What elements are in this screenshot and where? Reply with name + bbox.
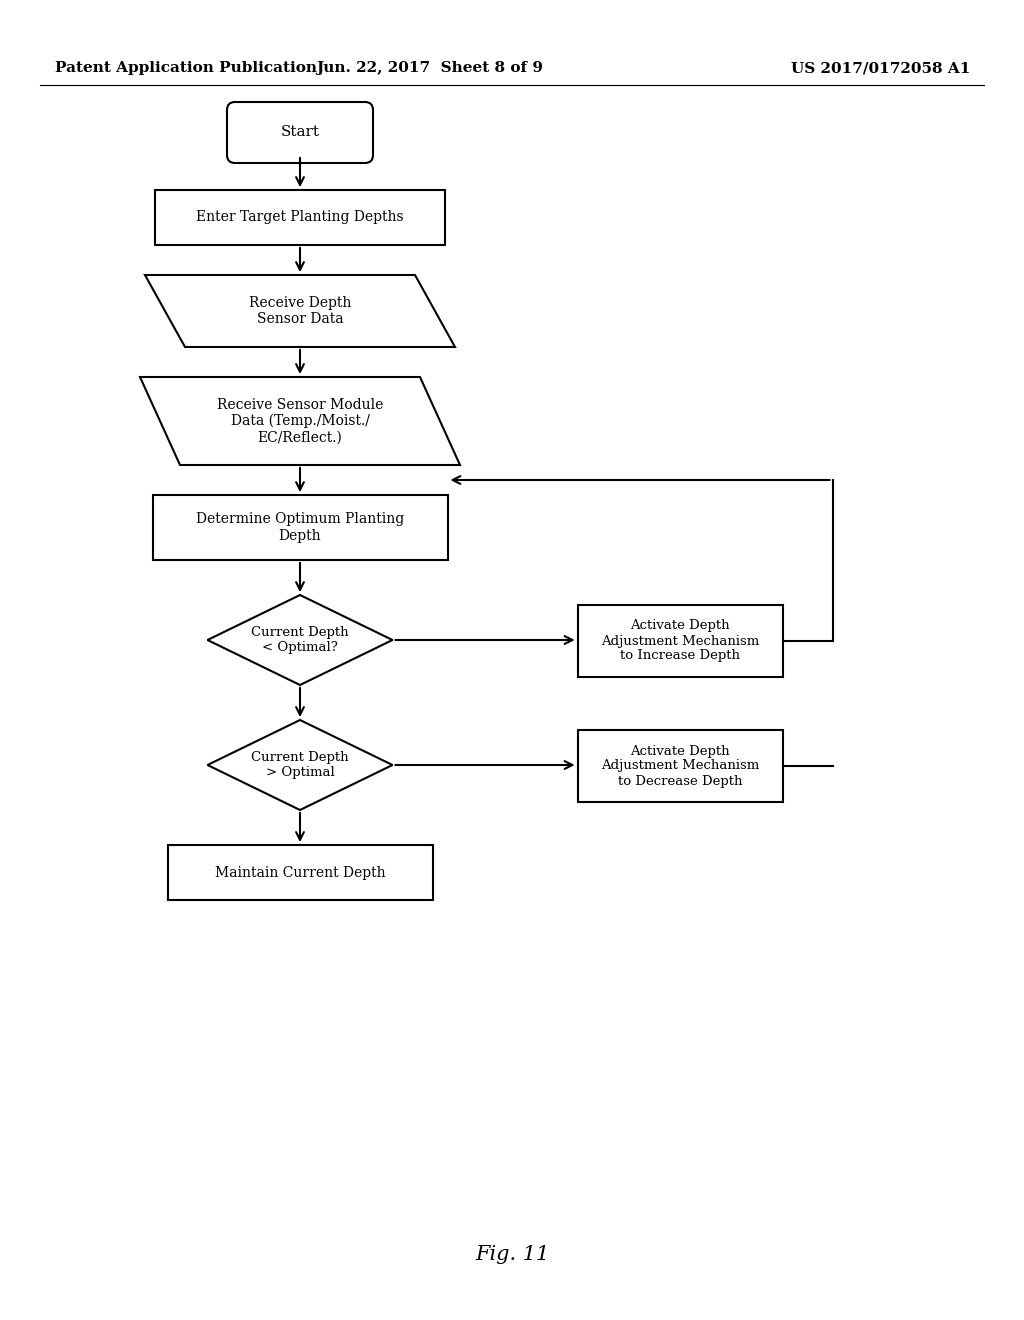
Polygon shape — [208, 595, 392, 685]
Text: Determine Optimum Planting
Depth: Determine Optimum Planting Depth — [196, 512, 404, 543]
Bar — [168, 845, 432, 900]
Text: Receive Sensor Module
Data (Temp./Moist./
EC/Reflect.): Receive Sensor Module Data (Temp./Moist.… — [217, 397, 383, 445]
Bar — [578, 605, 782, 677]
Text: Current Depth
< Optimal?: Current Depth < Optimal? — [251, 626, 349, 653]
Bar — [578, 730, 782, 803]
Text: Activate Depth
Adjustment Mechanism
to Decrease Depth: Activate Depth Adjustment Mechanism to D… — [601, 744, 759, 788]
Text: Fig. 11: Fig. 11 — [475, 1246, 549, 1265]
Polygon shape — [208, 719, 392, 810]
Text: Start: Start — [281, 125, 319, 140]
Text: Jun. 22, 2017  Sheet 8 of 9: Jun. 22, 2017 Sheet 8 of 9 — [316, 61, 544, 75]
Bar — [155, 190, 445, 246]
Text: Current Depth
> Optimal: Current Depth > Optimal — [251, 751, 349, 779]
Polygon shape — [145, 275, 455, 347]
Bar — [153, 495, 447, 560]
Text: Maintain Current Depth: Maintain Current Depth — [215, 866, 385, 879]
FancyBboxPatch shape — [227, 102, 373, 162]
Text: Enter Target Planting Depths: Enter Target Planting Depths — [197, 210, 403, 224]
Text: Activate Depth
Adjustment Mechanism
to Increase Depth: Activate Depth Adjustment Mechanism to I… — [601, 619, 759, 663]
Text: Receive Depth
Sensor Data: Receive Depth Sensor Data — [249, 296, 351, 326]
Polygon shape — [140, 378, 460, 465]
Text: Patent Application Publication: Patent Application Publication — [55, 61, 317, 75]
Text: US 2017/0172058 A1: US 2017/0172058 A1 — [791, 61, 970, 75]
